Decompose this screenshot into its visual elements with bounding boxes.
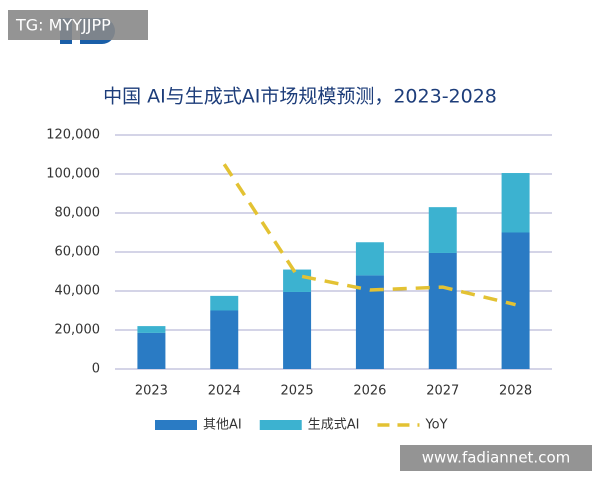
y-tick-label: 0 xyxy=(92,362,100,377)
watermark: www.fadiannet.com xyxy=(422,449,570,467)
watermark: TG: MYYJJPP xyxy=(15,16,111,35)
y-tick-label: 40,000 xyxy=(55,284,101,299)
x-tick-label: 2027 xyxy=(426,384,459,399)
bar xyxy=(210,310,239,369)
bar xyxy=(137,326,166,333)
x-tick-label: 2028 xyxy=(499,384,532,399)
bar xyxy=(428,252,457,369)
y-tick-label: 100,000 xyxy=(46,167,100,182)
y-tick-label: 20,000 xyxy=(55,323,101,338)
x-tick-label: 2025 xyxy=(281,384,314,399)
bar xyxy=(428,207,457,253)
legend-swatch xyxy=(155,420,197,430)
y-tick-label: 80,000 xyxy=(55,206,101,221)
bar xyxy=(355,242,384,276)
x-tick-label: 2026 xyxy=(353,384,386,399)
chart-title: 中国 AI与生成式AI市场规模预测，2023-2028 xyxy=(103,86,497,108)
legend-label: 其他AI xyxy=(203,418,242,433)
bar xyxy=(283,269,312,292)
bar xyxy=(501,173,530,233)
y-tick-label: 120,000 xyxy=(46,128,100,143)
y-tick-label: 60,000 xyxy=(55,245,101,260)
bar xyxy=(137,332,166,369)
legend-swatch xyxy=(259,420,302,430)
line xyxy=(222,163,516,307)
bar xyxy=(283,291,312,369)
legend-label: YoY xyxy=(424,418,447,433)
watermark-box xyxy=(8,10,148,40)
bar xyxy=(501,232,530,369)
x-tick-label: 2024 xyxy=(208,384,241,399)
legend-label: 生成式AI xyxy=(308,418,360,433)
watermark-box xyxy=(400,445,592,471)
bar xyxy=(210,295,239,311)
x-tick-label: 2023 xyxy=(135,384,168,399)
